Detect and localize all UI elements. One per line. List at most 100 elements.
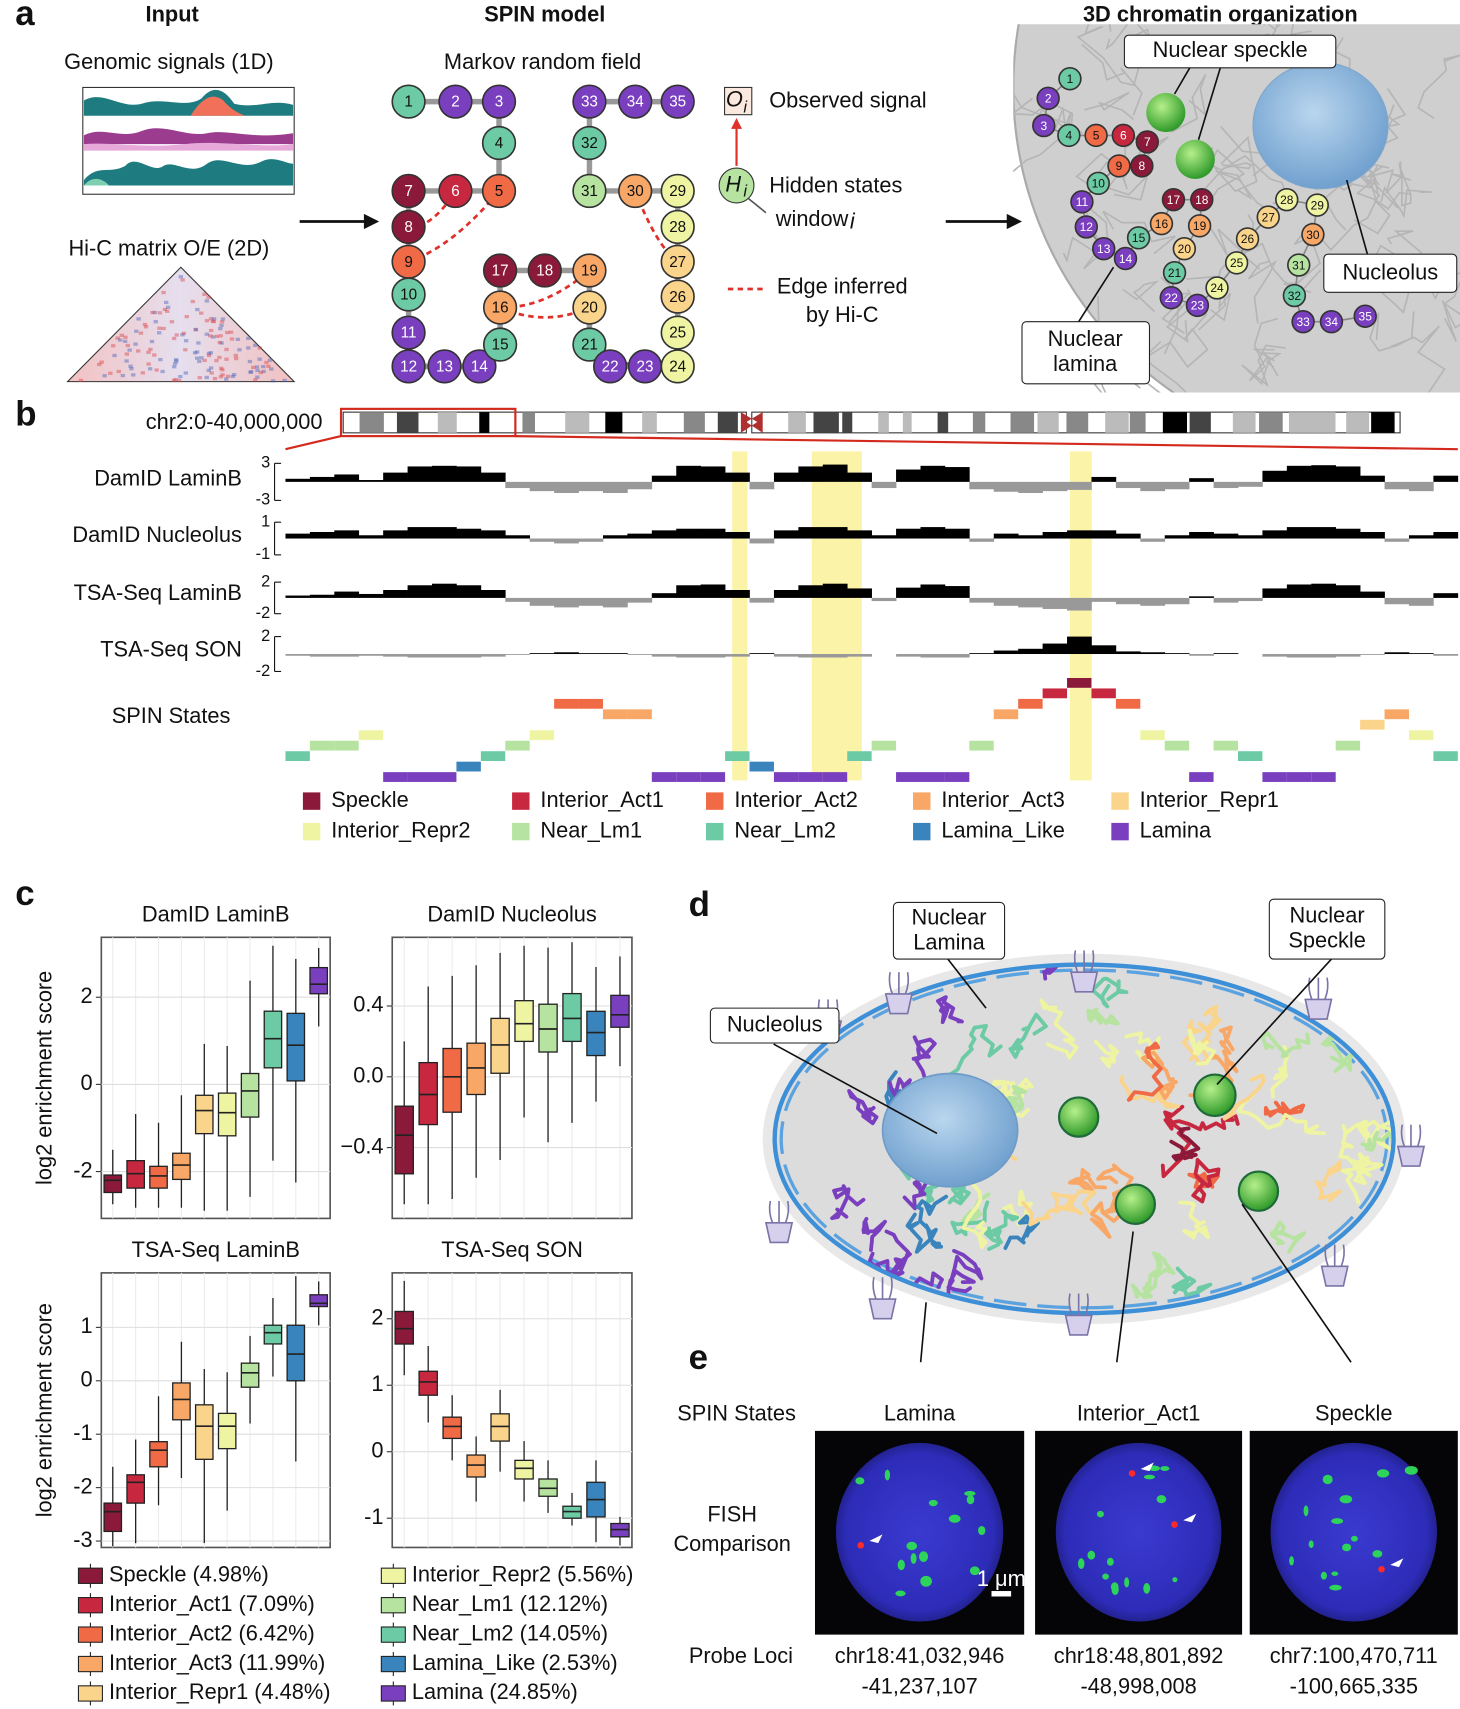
band — [1288, 412, 1314, 433]
box — [538, 1003, 558, 1053]
node-label: 4 — [1066, 129, 1073, 143]
hic-pixel — [122, 339, 128, 343]
chromatin-fiber — [1093, 1039, 1120, 1069]
signal-bin — [285, 595, 311, 598]
pore-filament — [1308, 977, 1313, 1000]
node-label: 9 — [404, 254, 412, 271]
hic-pixel — [174, 359, 179, 363]
node-label: 13 — [1097, 242, 1111, 256]
signal-bin — [529, 481, 555, 492]
state-segment — [871, 740, 897, 751]
signal-bin — [676, 654, 701, 658]
state-node — [1291, 309, 1315, 334]
signal-bin — [407, 654, 433, 658]
signal-bin — [529, 653, 555, 655]
locus: chr18:41,032,946 — [835, 1643, 1005, 1668]
signal-bin — [749, 597, 775, 603]
legend-label: Interior_Act2 — [734, 787, 858, 812]
signal-bin — [651, 475, 677, 482]
signal-bin — [1042, 481, 1068, 492]
hic-pixel — [178, 374, 183, 379]
state-segment — [358, 730, 384, 741]
symbol: i — [850, 208, 856, 233]
signal-bin — [554, 652, 579, 655]
signal-bin — [1311, 527, 1337, 539]
signal-bin — [1384, 538, 1410, 542]
chromatin-fiber — [949, 1248, 984, 1285]
speckle — [1237, 1170, 1280, 1212]
fish-spot — [1303, 1505, 1309, 1517]
signal-bin — [480, 472, 506, 482]
state-segment — [1238, 751, 1263, 762]
signal-bin — [773, 590, 799, 598]
pore-filament — [1416, 1124, 1422, 1147]
signal-bin — [700, 584, 726, 598]
signal-bin — [1213, 597, 1239, 603]
node-label: 19 — [1193, 219, 1207, 233]
state-node — [1111, 123, 1136, 148]
state-node — [391, 173, 426, 209]
fish-spot — [884, 1469, 891, 1481]
hic-pixel — [199, 311, 204, 315]
node-label: 1 — [404, 94, 412, 111]
signal-bin — [896, 528, 921, 539]
box — [194, 1094, 214, 1135]
state-segment — [920, 772, 945, 782]
signal-bin — [1018, 535, 1043, 539]
hic-pixel — [164, 309, 170, 313]
signal-bin — [1335, 654, 1361, 657]
state-node — [1161, 187, 1186, 212]
fish-spot — [1404, 1465, 1418, 1475]
state-node — [572, 173, 607, 209]
signal-bin — [1213, 481, 1239, 489]
hic-pixel — [146, 350, 151, 354]
fish-spot — [1096, 1510, 1104, 1518]
panel-label: e — [689, 1338, 708, 1377]
fish-spot — [1329, 1584, 1342, 1591]
y-tick-label: 0.0 — [353, 1063, 383, 1088]
hic-pixel — [143, 325, 149, 329]
chromatin-fiber — [984, 1209, 1020, 1251]
node-label: 30 — [627, 183, 644, 200]
hic-pixel — [208, 317, 214, 321]
node-label: 3 — [495, 94, 503, 111]
arrowhead — [1183, 1513, 1197, 1523]
fish-spot — [897, 1559, 905, 1571]
legend-swatch — [77, 1567, 103, 1584]
speckle — [1193, 1073, 1237, 1118]
hic-pixel — [233, 356, 239, 361]
chromatin-fiber — [1219, 1025, 1239, 1074]
hic-pixel — [217, 340, 222, 345]
fish-spot — [1342, 1543, 1352, 1552]
hic-pixel — [230, 374, 236, 379]
box — [490, 1413, 510, 1442]
texture — [1200, 135, 1258, 193]
box — [172, 1382, 191, 1421]
arrowhead — [1140, 1462, 1154, 1472]
band — [605, 412, 623, 433]
signal-bin — [602, 597, 628, 608]
signal-bin — [407, 585, 433, 598]
hic-pixel — [255, 375, 260, 379]
signal-bin — [1360, 531, 1385, 539]
legend-label: Speckle (4.98%) — [109, 1562, 269, 1587]
legend-swatch — [380, 1655, 406, 1673]
signal-bin — [627, 597, 653, 603]
signal-bin — [285, 478, 311, 482]
signal-bin — [1091, 530, 1117, 539]
hic-pixel — [208, 334, 213, 338]
state-node — [1032, 113, 1056, 138]
state-node — [482, 290, 518, 325]
label: Observed signal — [769, 87, 926, 112]
texture — [1241, 344, 1286, 388]
signal-bin — [871, 481, 897, 489]
track-label: TSA-Seq SON — [100, 637, 242, 662]
box — [149, 1441, 168, 1468]
node-label: 32 — [581, 135, 598, 152]
legend-swatch — [913, 822, 931, 841]
track-label: TSA-Seq LaminB — [74, 580, 242, 605]
nucleolus — [881, 1072, 1019, 1188]
band — [1129, 412, 1146, 433]
